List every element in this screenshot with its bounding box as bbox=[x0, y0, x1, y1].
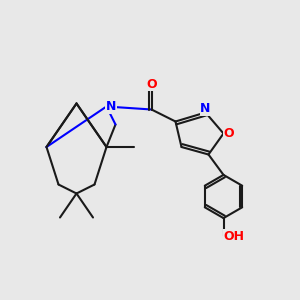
Text: N: N bbox=[200, 102, 211, 116]
Text: O: O bbox=[146, 77, 157, 91]
Text: N: N bbox=[106, 100, 116, 113]
Text: O: O bbox=[224, 127, 234, 140]
Text: OH: OH bbox=[224, 230, 244, 243]
